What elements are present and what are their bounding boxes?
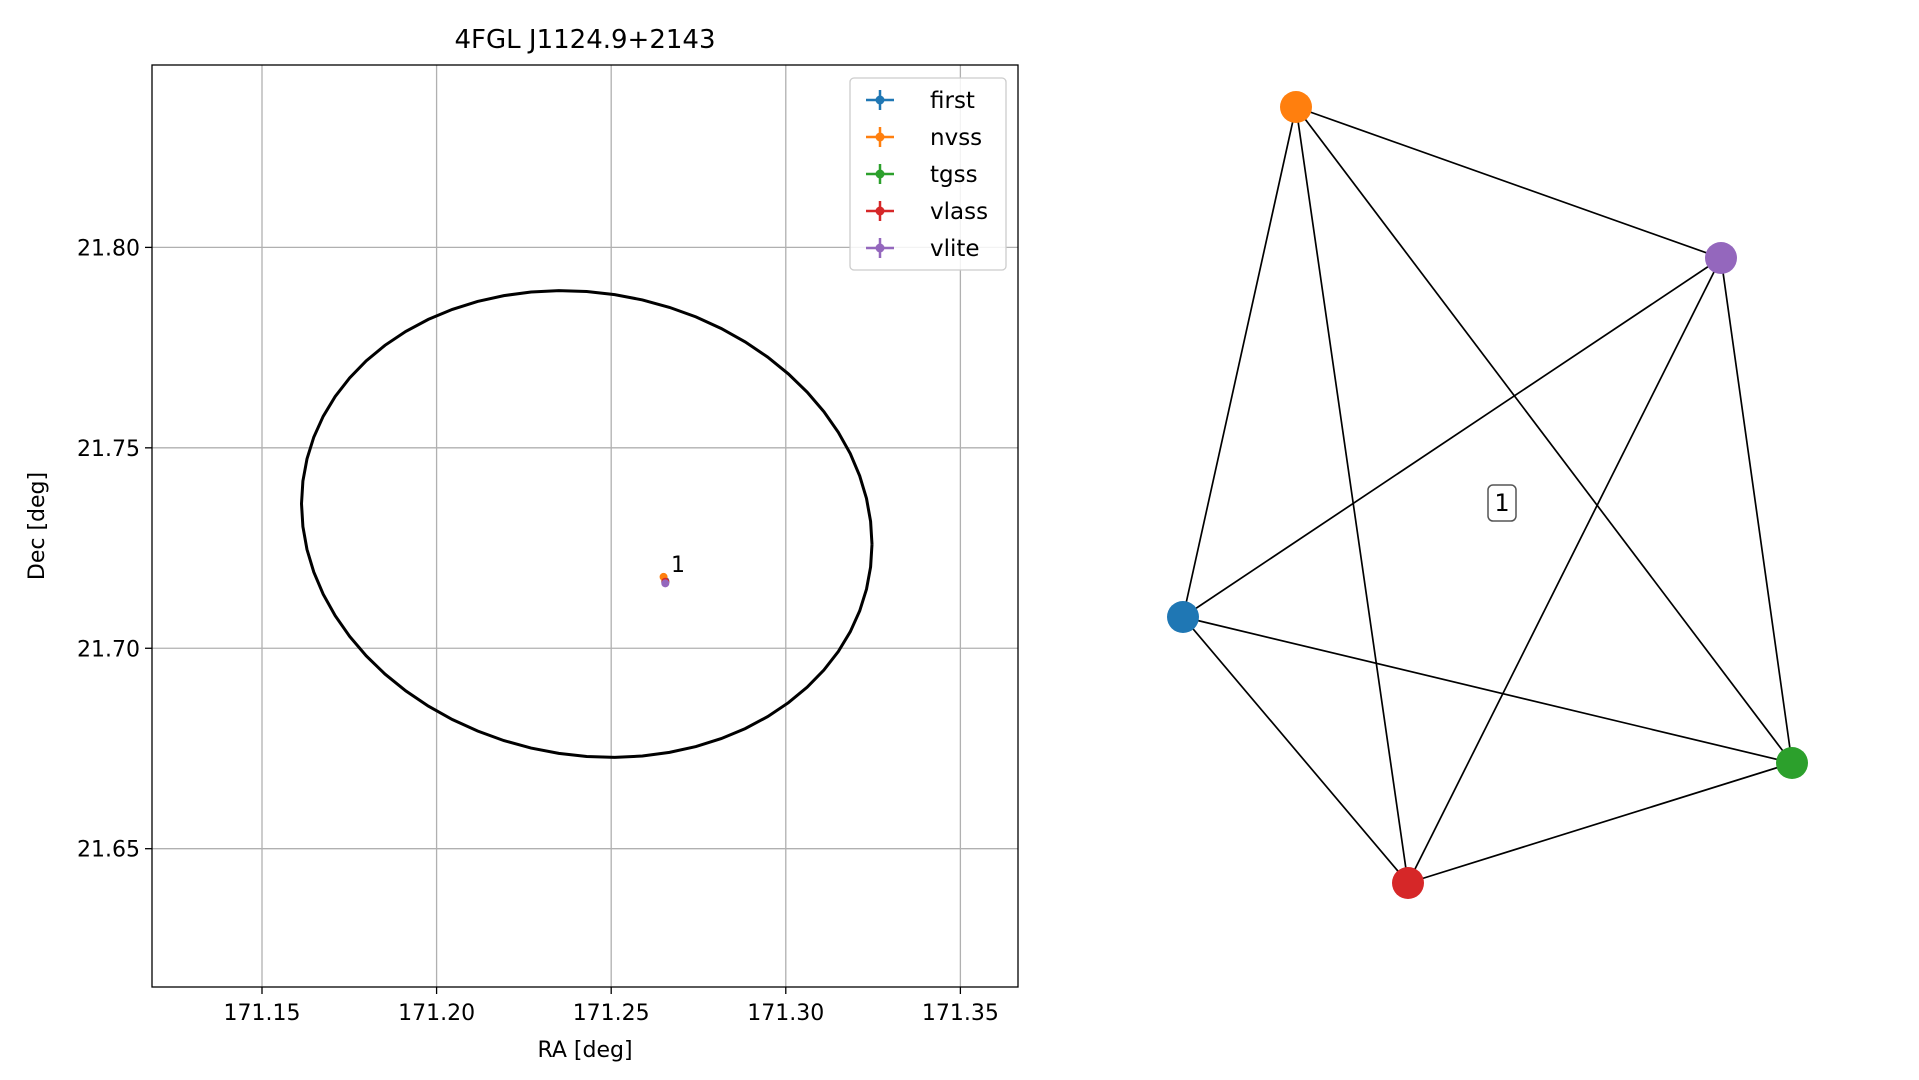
x-tick-label: 171.25 (573, 1001, 650, 1026)
edge-first-vlass (1182, 616, 1409, 884)
legend-box (849, 77, 1007, 271)
legend: first nvss tgss vlass vlite (849, 77, 1007, 271)
point-vlite (661, 579, 670, 588)
x-tick-label: 171.20 (398, 1001, 475, 1026)
plot-frame (151, 64, 1019, 988)
legend-label-tgss: tgss (930, 162, 978, 188)
node-vlite (1705, 242, 1737, 274)
edge-tgss-vlite (1720, 257, 1793, 764)
y-tick-label: 21.80 (77, 236, 140, 261)
point-annotation: 1 (671, 553, 685, 578)
error-ellipse-layer (299, 289, 874, 759)
legend-marker-dot-first (875, 95, 885, 105)
graph-panel: 1 (1167, 91, 1808, 899)
legend-label-nvss: nvss (930, 125, 982, 151)
legend-label-vlass: vlass (930, 199, 988, 225)
edge-nvss-vlass (1295, 106, 1409, 884)
y-tick-label: 21.70 (77, 637, 140, 662)
cluster-label-text: 1 (1494, 489, 1509, 517)
graph-edges (1182, 106, 1793, 884)
legend-marker-dot-vlite (875, 243, 885, 253)
legend-marker-dot-nvss (875, 132, 885, 142)
x-tick-label: 171.15 (224, 1001, 301, 1026)
x-axis-label: RA [deg] (537, 1038, 632, 1063)
y-tick-label: 21.75 (77, 437, 140, 462)
edge-first-tgss (1182, 616, 1793, 764)
node-vlass (1392, 867, 1424, 899)
error-ellipse (299, 289, 874, 759)
edge-nvss-tgss (1295, 106, 1793, 764)
node-nvss (1280, 91, 1312, 123)
edge-first-nvss (1182, 106, 1297, 618)
data-points (659, 572, 670, 588)
edge-nvss-vlite (1295, 106, 1722, 259)
edge-vlass-vlite (1407, 257, 1722, 884)
cluster-label: 1 (1487, 484, 1517, 522)
graph-nodes (1167, 91, 1808, 899)
x-axis-ticks: 171.15 171.20 171.25 171.30 171.35 (224, 987, 999, 1026)
legend-marker-dot-tgss (875, 169, 885, 179)
grid (152, 65, 1018, 987)
y-axis-ticks: 21.65 21.70 21.75 21.80 (77, 236, 152, 863)
y-axis-label: Dec [deg] (25, 472, 50, 580)
edge-tgss-vlass (1407, 762, 1793, 884)
node-first (1167, 601, 1199, 633)
cluster-label-box (1487, 484, 1517, 522)
annotations: 1 (671, 553, 685, 578)
legend-label-first: first (930, 88, 975, 114)
edge-first-vlite (1182, 257, 1722, 618)
x-tick-label: 171.35 (922, 1001, 999, 1026)
x-tick-label: 171.30 (747, 1001, 824, 1026)
node-tgss (1776, 747, 1808, 779)
y-tick-label: 21.65 (77, 838, 140, 863)
scatter-panel: 1 171.15 171.20 171.25 171.30 171.35 21.6521… (25, 25, 1019, 1063)
legend-marker-dot-vlass (875, 206, 885, 216)
chart-title: 4FGL J1124.9+2143 (455, 25, 716, 55)
legend-label-vlite: vlite (930, 236, 980, 262)
